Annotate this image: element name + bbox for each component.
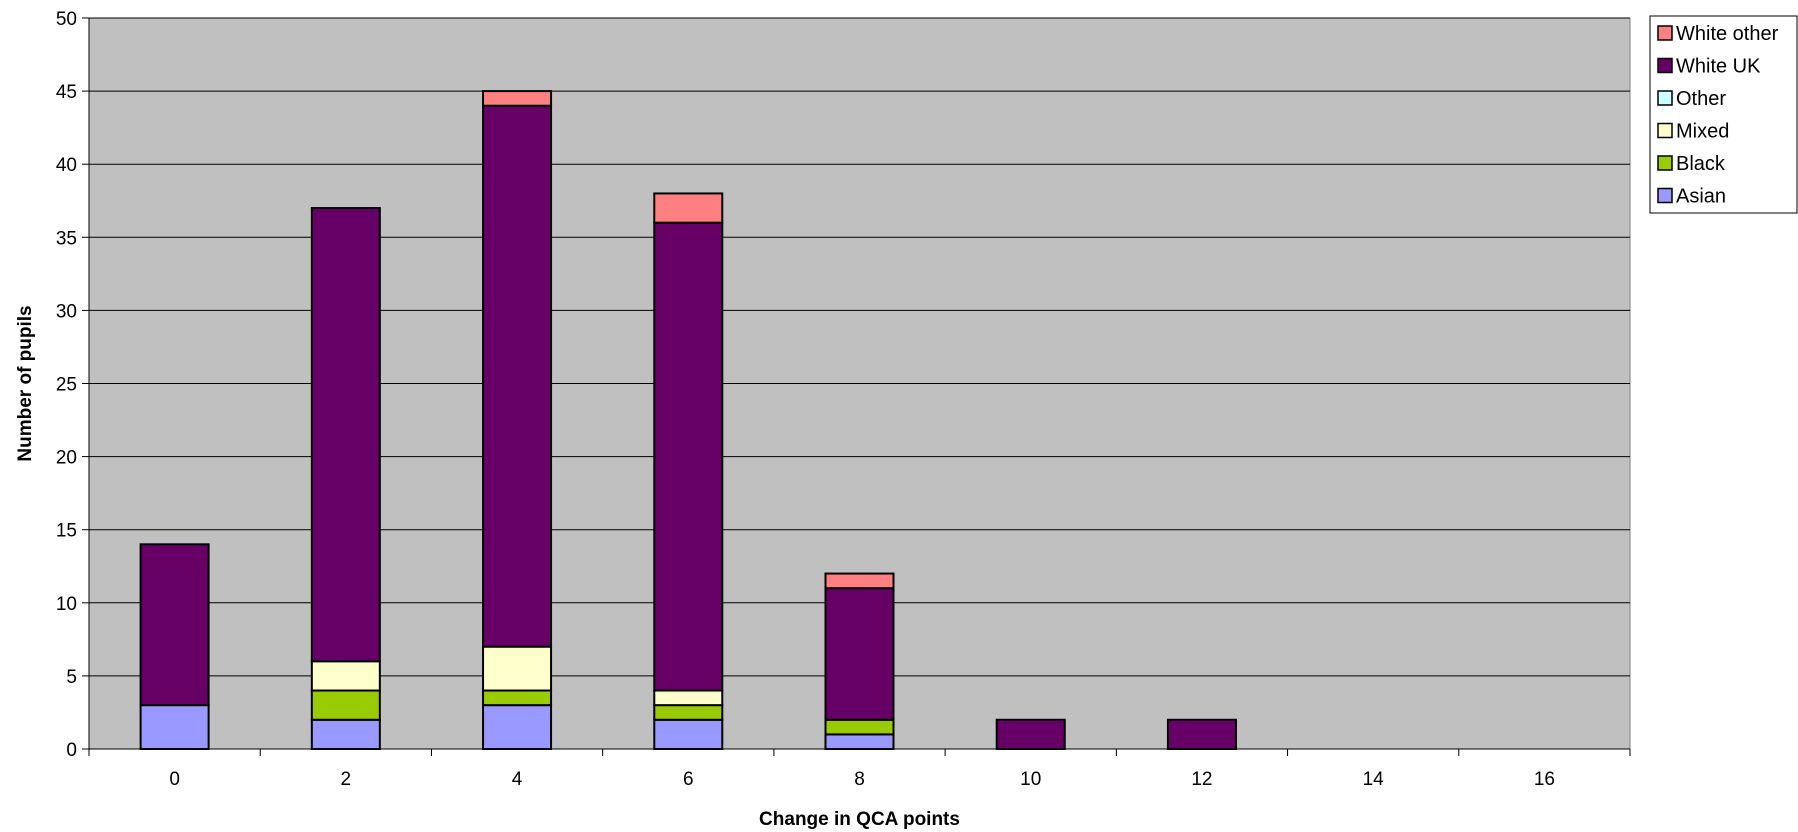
bar-segment-asian xyxy=(653,718,724,751)
bar-segment-mixed xyxy=(482,645,553,692)
y-axis-title: Number of pupils xyxy=(15,305,36,461)
bar-segment-asian xyxy=(310,718,381,751)
y-tick-label: 40 xyxy=(56,155,77,176)
x-tick-label: 2 xyxy=(341,769,352,790)
y-tick-label: 30 xyxy=(56,301,77,322)
bar-segment-white-uk xyxy=(653,221,724,692)
x-tick-labels: 0 2 4 6 8 10 12 14 16 xyxy=(88,749,1631,790)
y-tick-label: 45 xyxy=(56,82,77,103)
x-tick-label: 10 xyxy=(1020,769,1041,790)
legend-label: White UK xyxy=(1676,56,1761,78)
bar-segment-white-uk xyxy=(310,207,381,663)
y-tick-label: 0 xyxy=(66,740,77,761)
legend-label: Other xyxy=(1676,88,1726,110)
bar-segment-black xyxy=(482,689,553,707)
legend-swatch xyxy=(1657,187,1673,204)
bar-segment-white-other xyxy=(824,572,895,590)
bar-segment-white-uk xyxy=(482,104,553,648)
y-tick-label: 50 xyxy=(56,9,77,30)
bar-segment-black xyxy=(653,704,724,721)
bar-segment-black xyxy=(310,689,381,721)
y-tick-label: 25 xyxy=(56,375,77,396)
bar-segment-asian xyxy=(482,704,553,751)
bar-segment-white-uk xyxy=(139,543,210,707)
y-tick-label: 35 xyxy=(56,228,77,249)
legend-label: White other xyxy=(1676,23,1779,45)
y-tick-label: 15 xyxy=(56,521,77,542)
bar-segment-black xyxy=(824,718,895,736)
legend-swatch xyxy=(1657,90,1673,106)
legend-label: Black xyxy=(1676,153,1726,175)
bar-segment-white-uk xyxy=(1166,718,1237,751)
legend-label: Mixed xyxy=(1676,121,1729,143)
y-tick-labels: 0 5 10 15 20 25 30 35 40 45 50 xyxy=(56,9,89,761)
x-tick-label: 0 xyxy=(169,769,180,790)
legend-label: Asian xyxy=(1676,186,1726,208)
bar-segment-white-other xyxy=(482,90,553,107)
y-tick-label: 5 xyxy=(66,667,77,688)
y-tick-label: 10 xyxy=(56,594,77,615)
legend-swatch xyxy=(1657,122,1673,139)
bar-segment-asian xyxy=(824,733,895,751)
legend-swatch xyxy=(1657,57,1673,74)
x-axis-title: Change in QCA points xyxy=(759,809,960,830)
x-tick-label: 4 xyxy=(512,769,523,790)
bar-segment-mixed xyxy=(310,660,381,692)
x-tick-label: 8 xyxy=(854,769,865,790)
legend: White other White UK Other Mixed Black Asian xyxy=(1649,15,1798,214)
x-tick-label: 12 xyxy=(1191,769,1212,790)
bars xyxy=(139,90,1237,751)
bar-segment-asian xyxy=(139,704,210,751)
legend-swatch xyxy=(1657,25,1673,41)
x-tick-label: 14 xyxy=(1363,769,1385,790)
x-tick-label: 6 xyxy=(683,769,694,790)
legend-box xyxy=(1649,15,1798,214)
bar-segment-white-other xyxy=(653,192,724,224)
x-tick-label: 16 xyxy=(1534,769,1555,790)
bar-segment-white-uk xyxy=(824,587,895,721)
y-tick-label: 20 xyxy=(56,448,77,469)
legend-swatch xyxy=(1657,155,1673,171)
bar-segment-white-uk xyxy=(995,718,1066,751)
bar-segment-mixed xyxy=(653,689,724,707)
